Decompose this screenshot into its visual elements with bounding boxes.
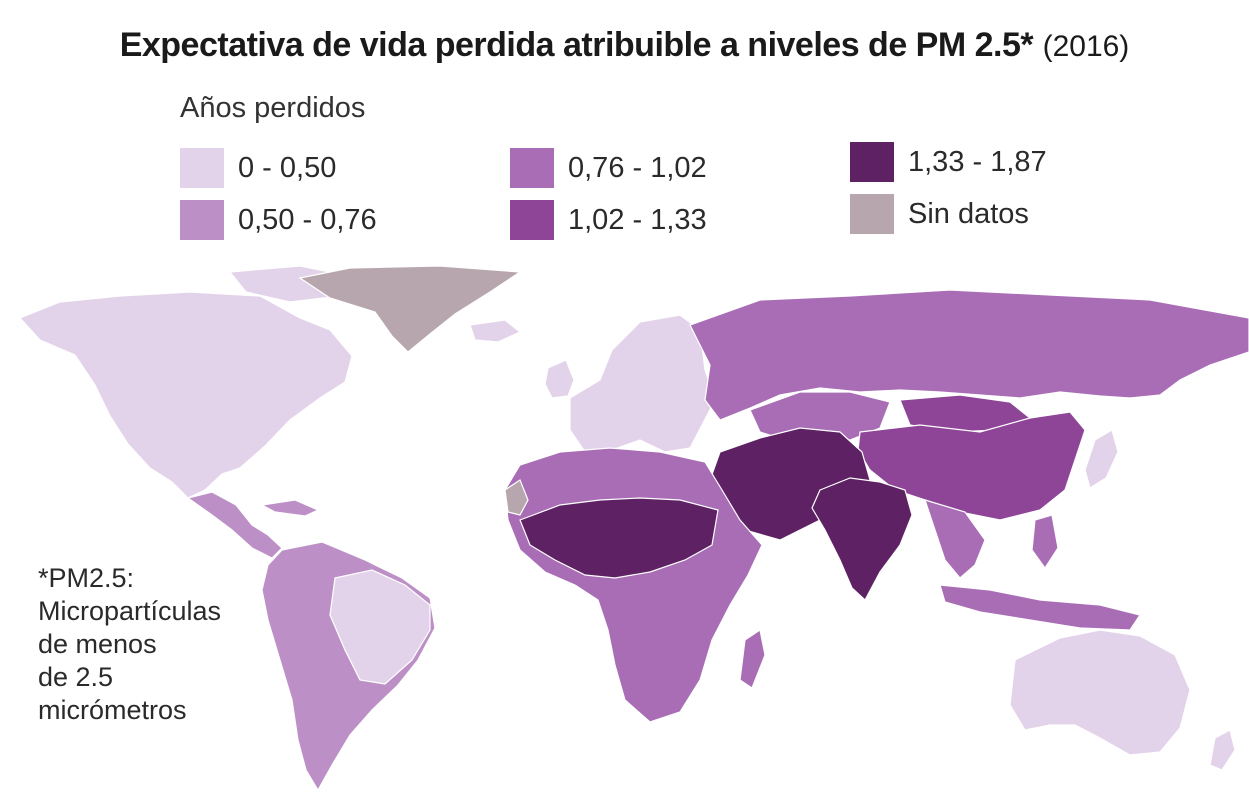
legend-label: 0 - 0,50: [238, 151, 337, 184]
region-russia: [689, 289, 1249, 421]
footnote-line: de 2.5: [38, 662, 114, 692]
footnote-line: *PM2.5:: [38, 563, 135, 593]
footnote-line: de menos: [38, 629, 157, 659]
region-north-america: [18, 291, 353, 499]
region-europe: [569, 314, 716, 453]
region-japan: [1084, 429, 1119, 489]
legend-item-1: 0,50 - 0,76: [180, 200, 377, 240]
legend-item-5: Sin datos: [850, 194, 1029, 234]
footnote: *PM2.5: Micropartículas de menos de 2.5 …: [38, 562, 221, 727]
legend-item-2: 0,76 - 1,02: [510, 148, 707, 188]
region-brazil: [329, 569, 431, 685]
region-caribbean: [260, 499, 320, 517]
legend-swatch: [180, 200, 224, 240]
legend-swatch: [510, 148, 554, 188]
legend-item-3: 1,02 - 1,33: [510, 200, 707, 240]
region-iceland: [469, 319, 522, 343]
legend-item-0: 0 - 0,50: [180, 148, 336, 188]
region-madagascar: [739, 629, 766, 689]
region-greenland: [298, 265, 522, 353]
region-sahel: [519, 497, 719, 579]
region-southeast-asia: [924, 499, 986, 579]
footnote-line: Micropartículas: [38, 596, 222, 626]
legend-swatch: [850, 194, 894, 234]
footnote-line: micrómetros: [38, 695, 187, 725]
region-philippines: [1031, 514, 1059, 570]
map-title: Expectativa de vida perdida atribuible a…: [0, 26, 1249, 65]
region-india: [811, 477, 913, 601]
region-uk: [544, 359, 575, 399]
map-title-year: (2016): [1042, 30, 1130, 63]
legend-swatch: [180, 148, 224, 188]
map-title-main: Expectativa de vida perdida atribuible a…: [119, 26, 1034, 64]
legend-item-4: 1,33 - 1,87: [850, 142, 1047, 182]
region-china: [857, 411, 1086, 521]
legend-label: 0,76 - 1,02: [568, 151, 707, 184]
legend-title: Años perdidos: [180, 92, 366, 124]
region-new-zealand: [1209, 729, 1236, 771]
region-australia: [1009, 629, 1191, 756]
legend-label: 1,33 - 1,87: [908, 145, 1047, 178]
region-central-america: [186, 491, 283, 559]
legend-swatch: [510, 200, 554, 240]
region-western-sahara: [504, 479, 529, 516]
legend-label: 1,02 - 1,33: [568, 203, 707, 236]
legend-swatch: [850, 142, 894, 182]
legend-label: Sin datos: [908, 197, 1029, 230]
legend-label: 0,50 - 0,76: [238, 203, 377, 236]
region-indonesia: [939, 584, 1141, 631]
world-map: [18, 265, 1249, 792]
